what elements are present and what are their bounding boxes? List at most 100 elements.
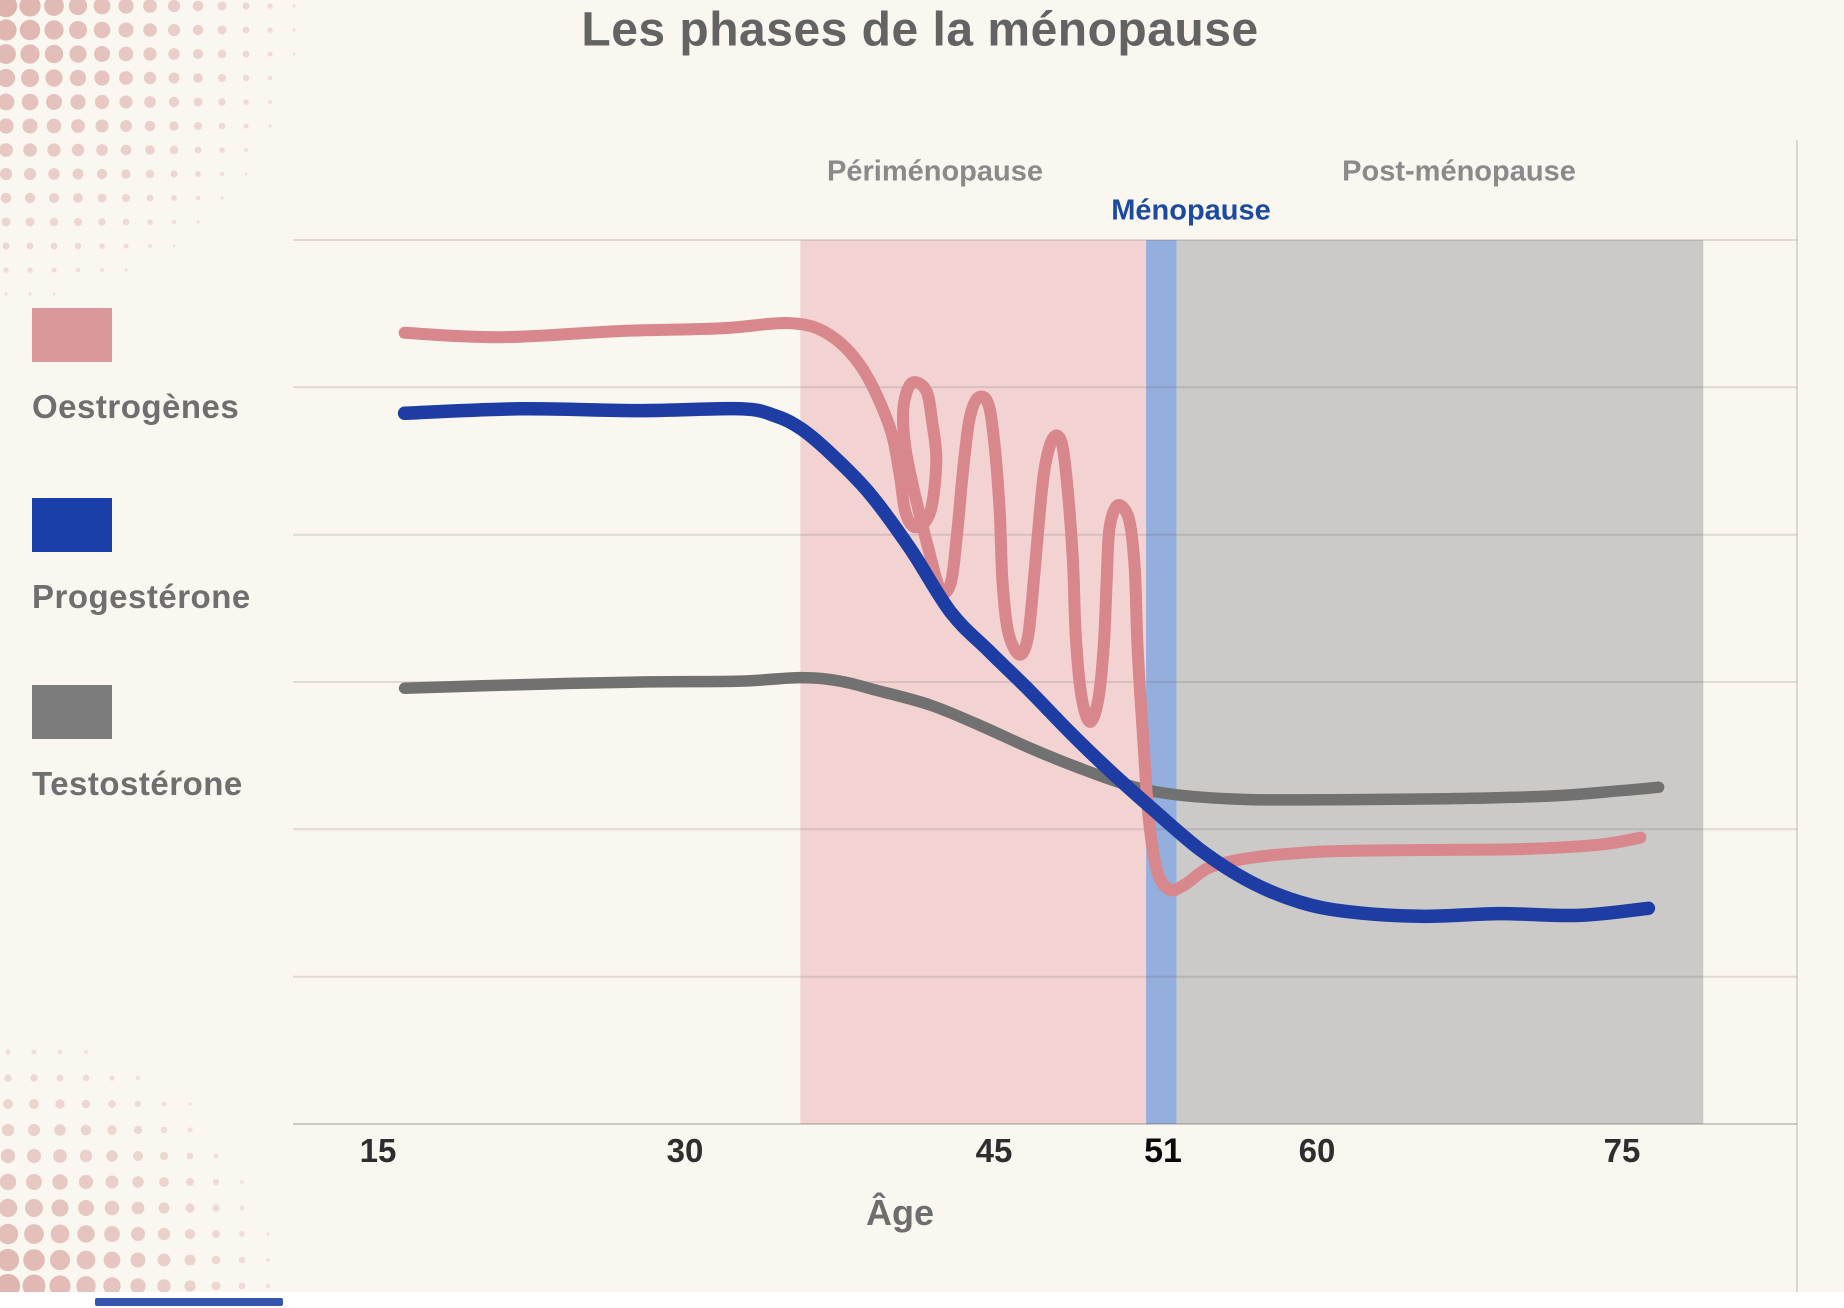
halftone-dot bbox=[144, 96, 156, 108]
halftone-dot bbox=[94, 46, 110, 62]
halftone-dot bbox=[195, 171, 201, 177]
halftone-dot bbox=[157, 1279, 171, 1292]
halftone-dot bbox=[267, 75, 273, 81]
halftone-dot bbox=[74, 242, 82, 250]
halftone-dot bbox=[217, 49, 227, 59]
halftone-dot bbox=[73, 193, 83, 203]
halftone-dot bbox=[30, 1074, 38, 1082]
halftone-dot bbox=[218, 122, 226, 130]
halftone-dot bbox=[84, 1050, 88, 1054]
halftone-dot bbox=[0, 192, 12, 204]
halftone-dot bbox=[47, 143, 61, 157]
halftone-dot bbox=[195, 195, 201, 201]
halftone-dot bbox=[0, 19, 17, 41]
halftone-dot bbox=[100, 268, 104, 272]
halftone-dot bbox=[193, 73, 203, 83]
halftone-dot bbox=[80, 1124, 92, 1136]
halftone-dot bbox=[171, 195, 177, 201]
halftone-dot bbox=[212, 1204, 220, 1212]
halftone-dot bbox=[69, 69, 87, 87]
halftone-dot bbox=[50, 242, 58, 250]
halftone-dot bbox=[146, 194, 154, 202]
gridlines bbox=[293, 239, 1797, 1125]
halftone-dot bbox=[143, 23, 157, 37]
halftone-dot bbox=[19, 19, 41, 41]
halftone-dot bbox=[22, 1274, 46, 1292]
halftone-dot bbox=[133, 1151, 143, 1161]
halftone-dot bbox=[76, 1250, 96, 1270]
halftone-dot bbox=[24, 1224, 44, 1244]
halftone-dot bbox=[160, 1126, 168, 1134]
halftone-dot bbox=[130, 1252, 146, 1268]
halftone-dot bbox=[44, 20, 64, 40]
halftone-dot bbox=[211, 1281, 221, 1291]
legend-item-progestrone: Progestérone bbox=[32, 498, 251, 616]
halftone-dot bbox=[49, 217, 59, 227]
halftone-dot bbox=[239, 1231, 245, 1237]
halftone-dot bbox=[52, 292, 56, 296]
halftone-dot bbox=[76, 1276, 96, 1292]
halftone-dot bbox=[124, 268, 128, 272]
halftone-dot bbox=[120, 120, 132, 132]
halftone-dot bbox=[0, 1148, 16, 1164]
halftone-dot bbox=[121, 169, 131, 179]
halftone-dot bbox=[219, 147, 225, 153]
halftone-dot bbox=[21, 93, 39, 111]
halftone-dot bbox=[266, 1258, 270, 1262]
halftone-dot bbox=[0, 68, 16, 88]
halftone-dot bbox=[53, 1149, 67, 1163]
halftone-dot bbox=[170, 170, 178, 178]
x-tick-label-15: 15 bbox=[359, 1132, 397, 1169]
halftone-dot bbox=[0, 118, 14, 134]
halftone-dot bbox=[242, 2, 250, 10]
halftone-dot bbox=[106, 1150, 118, 1162]
curve-progestrone bbox=[397, 401, 1656, 924]
halftone-dot bbox=[74, 218, 82, 226]
halftone-dot bbox=[108, 1100, 116, 1108]
halftone-dot bbox=[243, 99, 249, 105]
halftone-dot bbox=[82, 1074, 90, 1082]
bottom-blue-bar bbox=[95, 1298, 283, 1306]
phase-label-postmenopause: Post-ménopause bbox=[1342, 155, 1576, 188]
halftone-dot bbox=[143, 71, 157, 85]
halftone-dot bbox=[22, 118, 38, 134]
halftone-dot bbox=[167, 0, 181, 13]
x-tick-label-30: 30 bbox=[666, 1132, 704, 1169]
halftone-dot bbox=[242, 74, 250, 82]
halftone-dot bbox=[268, 124, 272, 128]
legend-swatch bbox=[32, 498, 112, 552]
halftone-dot bbox=[51, 1199, 69, 1217]
halftone-dot bbox=[24, 192, 36, 204]
halftone-dot bbox=[118, 0, 134, 14]
halftone-dot bbox=[31, 1049, 37, 1055]
halftone-dot bbox=[268, 100, 272, 104]
halftone-dot bbox=[78, 1200, 94, 1216]
halftone-dot bbox=[292, 4, 296, 8]
halftone-dot bbox=[186, 1178, 194, 1186]
halftone-dot bbox=[267, 3, 273, 9]
halftone-dot bbox=[161, 1101, 167, 1107]
halftone-dot bbox=[187, 1127, 193, 1133]
halftone-dot bbox=[27, 267, 33, 273]
halftone-dot bbox=[109, 1075, 115, 1081]
halftone-dot bbox=[1, 217, 11, 227]
x-tick-label-60: 60 bbox=[1298, 1132, 1336, 1169]
halftone-dot bbox=[46, 118, 62, 134]
phase-regions bbox=[800, 240, 1704, 1124]
region-postmenopause bbox=[1176, 240, 1704, 1124]
halftone-dot bbox=[123, 243, 129, 249]
halftone-dot bbox=[0, 93, 15, 111]
halftone-dot bbox=[157, 1253, 171, 1267]
halftone-dot bbox=[57, 1049, 63, 1055]
halftone-dot bbox=[75, 267, 81, 273]
halftone-dot bbox=[0, 143, 13, 157]
halftone-dot bbox=[192, 24, 204, 36]
halftone-dot bbox=[2, 242, 10, 250]
halftone-dot bbox=[172, 244, 176, 248]
halftone-dot bbox=[4, 1074, 12, 1082]
legend-item-oestrognes: Oestrogènes bbox=[32, 308, 239, 426]
halftone-dot bbox=[72, 168, 84, 180]
hormone-curves bbox=[397, 316, 1665, 924]
halftone-dot bbox=[70, 94, 86, 110]
